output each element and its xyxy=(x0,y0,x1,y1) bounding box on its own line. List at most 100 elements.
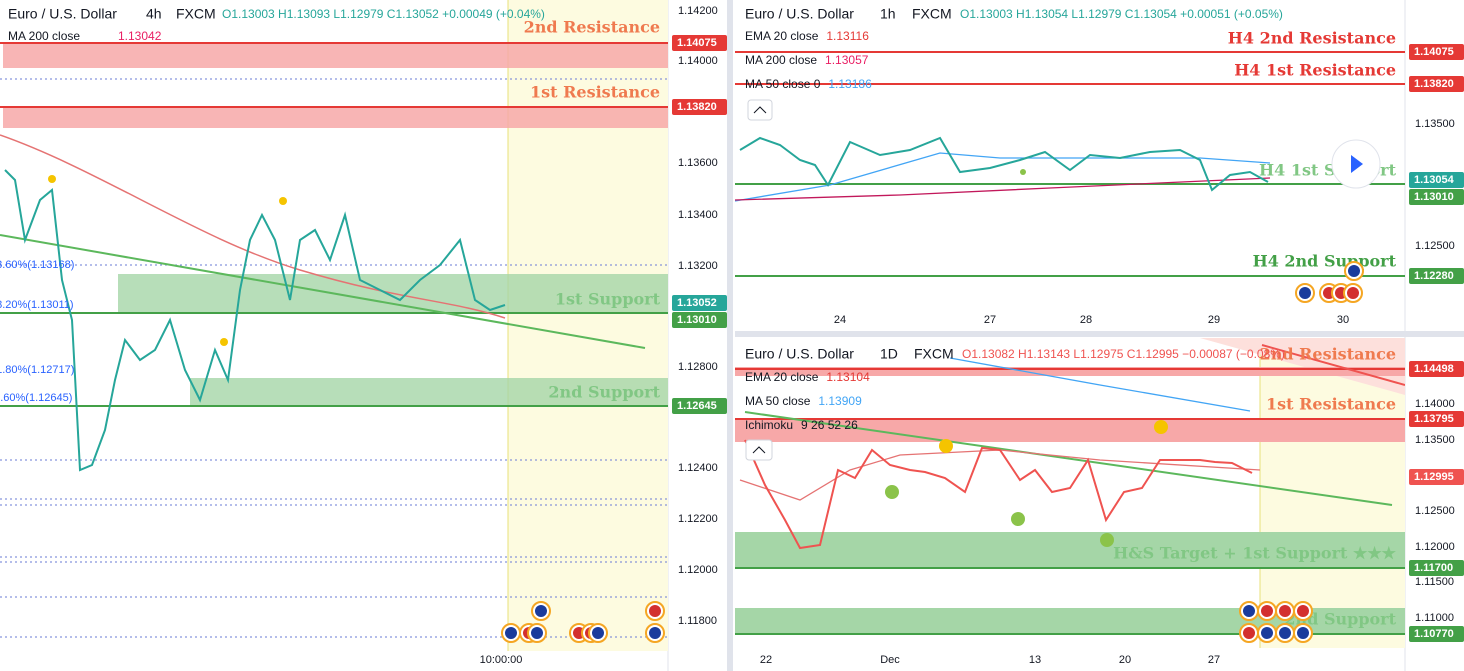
price-tag: 1.13820 xyxy=(677,101,717,113)
level-label: 2nd Support xyxy=(1284,610,1396,629)
collapse-button[interactable] xyxy=(747,99,773,121)
price-axis: 1.14000 1.13500 1.12500 1.12000 1.11500 1.110… xyxy=(1409,361,1464,642)
interval: 1D xyxy=(880,346,898,362)
event-flag[interactable] xyxy=(649,627,661,639)
price-tag-bg xyxy=(1409,189,1464,205)
collapse-icon[interactable] xyxy=(752,446,766,454)
price-line xyxy=(739,136,1269,192)
indicators: EMA 20 close 1.13104 MA 50 close 1.13909 Ich… xyxy=(745,370,870,432)
price-axis: 1.14200 1.14000 1.13600 1.13400 1.13200 1.128… xyxy=(672,5,727,627)
price-tag: 1.14075 xyxy=(677,37,717,49)
price-tag: 1.12280 xyxy=(1414,270,1454,282)
price-tick: 1.13500 xyxy=(1415,434,1455,446)
play-icon[interactable] xyxy=(1351,155,1363,173)
price-tick: 1.12500 xyxy=(1415,240,1455,252)
indicator-value: 1.13186 xyxy=(828,77,872,91)
support-zone xyxy=(190,378,668,406)
price-tick: 1.13400 xyxy=(678,209,718,221)
event-flag[interactable] xyxy=(535,605,547,617)
event-flag[interactable] xyxy=(1243,605,1255,617)
indicator-name: MA 50 close xyxy=(745,394,811,408)
resistance-zone xyxy=(3,107,668,128)
price-tag-bg xyxy=(1409,411,1464,427)
marker xyxy=(48,175,56,183)
price-tag: 1.11700 xyxy=(1414,562,1453,574)
event-flag[interactable] xyxy=(592,627,604,639)
event-flag[interactable] xyxy=(531,627,543,639)
price-tag-bg xyxy=(1409,560,1464,576)
event-flag[interactable] xyxy=(1261,627,1273,639)
time-label: 13 xyxy=(1029,654,1041,666)
indicator-value: 1.13909 xyxy=(818,394,862,408)
level-label: H4 2nd Resistance xyxy=(1228,29,1396,48)
time-label: 10:00:00 xyxy=(480,654,523,666)
event-flag[interactable] xyxy=(1261,605,1273,617)
indicator-value: 1.13057 xyxy=(825,53,869,67)
event-flag[interactable] xyxy=(1279,627,1291,639)
event-flag[interactable] xyxy=(1348,265,1360,277)
price-tick: 1.11500 xyxy=(1415,576,1454,588)
interval: 1h xyxy=(880,6,896,22)
chart-4h: 2nd Resistance 1st Resistance 1st Suppor… xyxy=(0,0,668,651)
indicator-name: MA 200 close xyxy=(745,53,817,67)
event-flag[interactable] xyxy=(1299,287,1311,299)
symbol: Euro / U.S. Dollar xyxy=(745,6,854,22)
price-tag: 1.13795 xyxy=(1414,413,1454,425)
price-tag-bg xyxy=(672,295,727,311)
price-tick: 1.12200 xyxy=(678,513,718,525)
marker xyxy=(220,338,228,346)
event-flag[interactable] xyxy=(1347,287,1359,299)
time-label: 28 xyxy=(1080,314,1092,326)
marker xyxy=(1020,169,1026,175)
price-tag: 1.13820 xyxy=(1414,78,1454,90)
price-tick: 1.14000 xyxy=(1415,398,1455,410)
marker xyxy=(939,439,953,453)
event-flag[interactable] xyxy=(1243,627,1255,639)
level-label: 1st Support xyxy=(555,290,661,309)
price-tick: 1.11800 xyxy=(678,615,717,627)
time-label: Dec xyxy=(880,654,900,666)
resistance-zone xyxy=(3,43,668,68)
collapse-icon[interactable] xyxy=(753,106,767,114)
price-tick: 1.12500 xyxy=(1415,505,1455,517)
trend-line xyxy=(1261,344,1405,386)
event-icons xyxy=(501,601,665,643)
time-label: 27 xyxy=(1208,654,1220,666)
event-icons xyxy=(1295,261,1364,303)
event-flag[interactable] xyxy=(1297,627,1309,639)
level-label: H4 1st Resistance xyxy=(1234,61,1396,80)
fib-label: 23.60%(1.13168) xyxy=(0,259,74,271)
event-flag[interactable] xyxy=(505,627,517,639)
source: FXCM xyxy=(912,6,952,22)
support-zone xyxy=(735,532,1405,568)
time-label: 29 xyxy=(1208,314,1220,326)
fib-label: 78.60%(1.12645) xyxy=(0,392,72,404)
price-tag-bg xyxy=(1409,361,1464,377)
event-icons xyxy=(1239,601,1313,643)
price-tick: 1.12400 xyxy=(678,462,718,474)
resistance-zone xyxy=(735,367,1405,376)
highlight-zone xyxy=(1260,338,1405,648)
source: FXCM xyxy=(914,346,954,362)
ma-line xyxy=(949,357,1251,412)
indicator-name: EMA 20 close xyxy=(745,370,819,384)
price-tag-bg xyxy=(1409,76,1464,92)
collapse-button[interactable] xyxy=(745,439,773,461)
event-flag[interactable] xyxy=(1297,605,1309,617)
fib-label: 38.20%(1.13011) xyxy=(0,299,74,311)
source: FXCM xyxy=(176,6,216,22)
event-flag[interactable] xyxy=(649,605,661,617)
price-tag-bg xyxy=(1409,626,1464,642)
ma-line xyxy=(0,134,506,319)
price-tag: 1.14498 xyxy=(1414,363,1454,375)
event-flag[interactable] xyxy=(1279,605,1291,617)
price-tick: 1.14000 xyxy=(678,55,718,67)
symbol: Euro / U.S. Dollar xyxy=(745,346,854,362)
symbol: Euro / U.S. Dollar xyxy=(8,6,117,22)
price-tag-bg xyxy=(1409,268,1464,284)
time-label: 22 xyxy=(760,654,772,666)
time-axis: 24 27 28 29 30 xyxy=(834,314,1349,326)
indicator-value: 1.13116 xyxy=(826,29,869,43)
